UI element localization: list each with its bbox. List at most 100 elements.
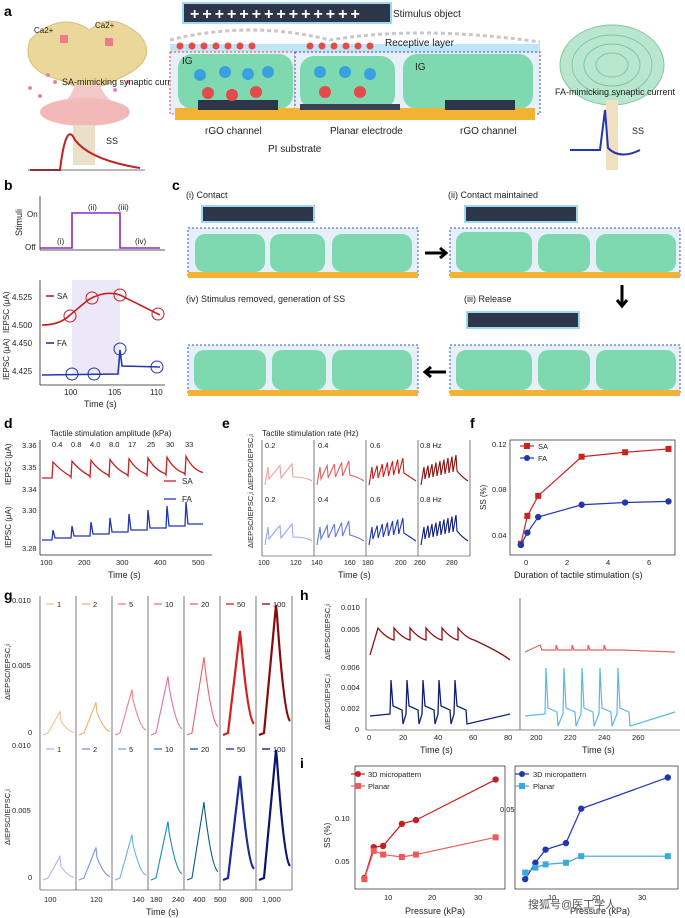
- d-xtick-2: 200: [78, 558, 91, 567]
- sa-neuron-illustration: [27, 20, 148, 165]
- b-phase-i: (i): [57, 237, 64, 246]
- h-xtick-left-3: 40: [434, 733, 442, 742]
- legend-marker: [355, 783, 361, 789]
- e-trace: [316, 460, 365, 486]
- d-ytick-bottom-1: 3.30: [22, 506, 37, 515]
- i-left-xtick-3: 30: [474, 893, 482, 902]
- data-point: [380, 851, 387, 858]
- g-ytick-bottom-2: 0.005: [12, 806, 31, 815]
- data-point: [665, 498, 672, 505]
- b-stimulus-waveform: [40, 212, 160, 249]
- e-rate-bottom-4: 0.8 Hz: [420, 495, 442, 504]
- panel-label-g: g: [4, 587, 13, 603]
- ig-label-right: IG: [415, 62, 426, 73]
- g-ytick-top-1: 0.010: [12, 596, 31, 605]
- data-point: [412, 816, 420, 824]
- b-sa-tick-2: 4.500: [12, 321, 33, 330]
- e-title: Tactile stimulation rate (Hz): [262, 429, 359, 438]
- data-point: [412, 851, 419, 858]
- d-amplitude-label: 8.0: [109, 440, 119, 449]
- legend-label: FA: [538, 454, 547, 463]
- d-fa-trace: [42, 501, 203, 541]
- b-stimuli-ylabel: Stimuli: [14, 209, 24, 236]
- receptive-layer-label: Receptive layer: [385, 38, 455, 49]
- g-xtick-5: 240: [172, 895, 185, 904]
- fa-receptor-illustration: [559, 24, 665, 170]
- h-xtick-left-1: 0: [367, 733, 371, 742]
- panel-label-c: c: [172, 177, 180, 193]
- h-xtick-right-2: 220: [564, 733, 577, 742]
- f-xtick-1: 0: [524, 558, 528, 567]
- c-step-maintained: (ii) Contact maintained: [448, 190, 538, 200]
- c-device-1: [187, 205, 419, 278]
- b-x-tick-3: 110: [150, 388, 163, 397]
- b-phase-iii: (iii): [118, 203, 129, 212]
- i-left-ytick-1: 0.10: [335, 814, 350, 823]
- panel-label-e: e: [222, 415, 230, 431]
- b-fa-trace: [41, 349, 161, 376]
- fa-synaptic-current-label: FA-mimicking synaptic current: [555, 87, 676, 97]
- g-ytick-top-3: 0: [28, 728, 32, 737]
- e-xtick-2: 120: [290, 560, 302, 567]
- h-trace-sa-light: [524, 644, 676, 653]
- c-device-4: [187, 344, 419, 396]
- data-point: [517, 541, 525, 549]
- data-point: [532, 859, 539, 866]
- d-ytick-top-2: 3.35: [22, 463, 37, 472]
- c-step-release: (iii) Release: [464, 294, 512, 304]
- g-trace: [42, 854, 75, 881]
- d-amplitude-label: 0.4: [52, 440, 62, 449]
- data-point: [664, 774, 672, 781]
- e-trace: [420, 454, 469, 486]
- g-group-label: 10: [165, 600, 173, 609]
- data-point: [398, 854, 405, 861]
- series-line: [520, 500, 669, 546]
- d-amplitude-labels: 0.4 0.8 4.0 8.0 17 25 30 33: [52, 440, 193, 449]
- e-xtick-4: 160: [344, 560, 356, 567]
- e-trace: [264, 522, 313, 546]
- b-fa-marker-i: [65, 367, 79, 381]
- g-xtick-1: 100: [44, 895, 57, 904]
- c-device-3: [449, 311, 681, 396]
- e-xtick-5: 180: [362, 560, 374, 567]
- series-line: [520, 448, 669, 544]
- c-step-contact: (i) Contact: [186, 190, 228, 200]
- data-point: [535, 513, 542, 521]
- i-right-xlabel: Pressure (kPa): [570, 906, 630, 916]
- data-point: [562, 859, 569, 866]
- e-xtick-6: 200: [395, 560, 407, 567]
- c-device-2: [449, 205, 681, 278]
- h-trace-fa-light: [524, 667, 676, 727]
- i-left-legend-3d: 3D micropattern: [368, 770, 421, 779]
- g-ylabel-bottom: ΔIEPSC/IEPSC,i: [3, 789, 12, 845]
- chart-frame: [509, 439, 676, 556]
- d-amplitude-label: 30: [166, 440, 174, 449]
- legend-label: SA: [538, 442, 548, 451]
- b-xlabel: Time (s): [84, 399, 117, 409]
- b-ylabel-top: IEPSC (μA): [2, 291, 11, 333]
- ion-markers: [176, 42, 376, 101]
- e-rate-bottom-2: 0.4: [318, 495, 328, 504]
- legend-marker: [519, 783, 525, 789]
- ig-label-left: IG: [182, 56, 193, 67]
- b-fa-marker-iv: [150, 360, 164, 374]
- h-ytick-top-1: 0.010: [341, 603, 360, 612]
- d-xtick-3: 300: [116, 558, 129, 567]
- data-point: [562, 839, 570, 847]
- g-group-label: 5: [129, 600, 133, 609]
- g-group-label: 1: [57, 745, 61, 754]
- b-sa-tick-1: 4.525: [12, 293, 33, 302]
- h-xtick-left-4: 60: [469, 733, 477, 742]
- f-xtick-4: 6: [647, 558, 651, 567]
- h-xtick-left-2: 20: [399, 733, 407, 742]
- g-trace: [258, 604, 291, 737]
- b-fa-marker-ii: [87, 367, 101, 381]
- c-arrow-down-icon: [615, 285, 629, 309]
- e-rate-top-4: 0.8 Hz: [420, 441, 442, 450]
- d-xtick-1: 100: [40, 558, 53, 567]
- f-xtick-3: 4: [606, 558, 610, 567]
- watermark-text: 搜狐号@医工学人: [528, 897, 616, 911]
- legend-marker: [524, 443, 530, 449]
- g-ylabel-top: ΔIEPSC/IEPSC,i: [3, 644, 12, 700]
- e-rate-top-1: 0.2: [265, 441, 275, 450]
